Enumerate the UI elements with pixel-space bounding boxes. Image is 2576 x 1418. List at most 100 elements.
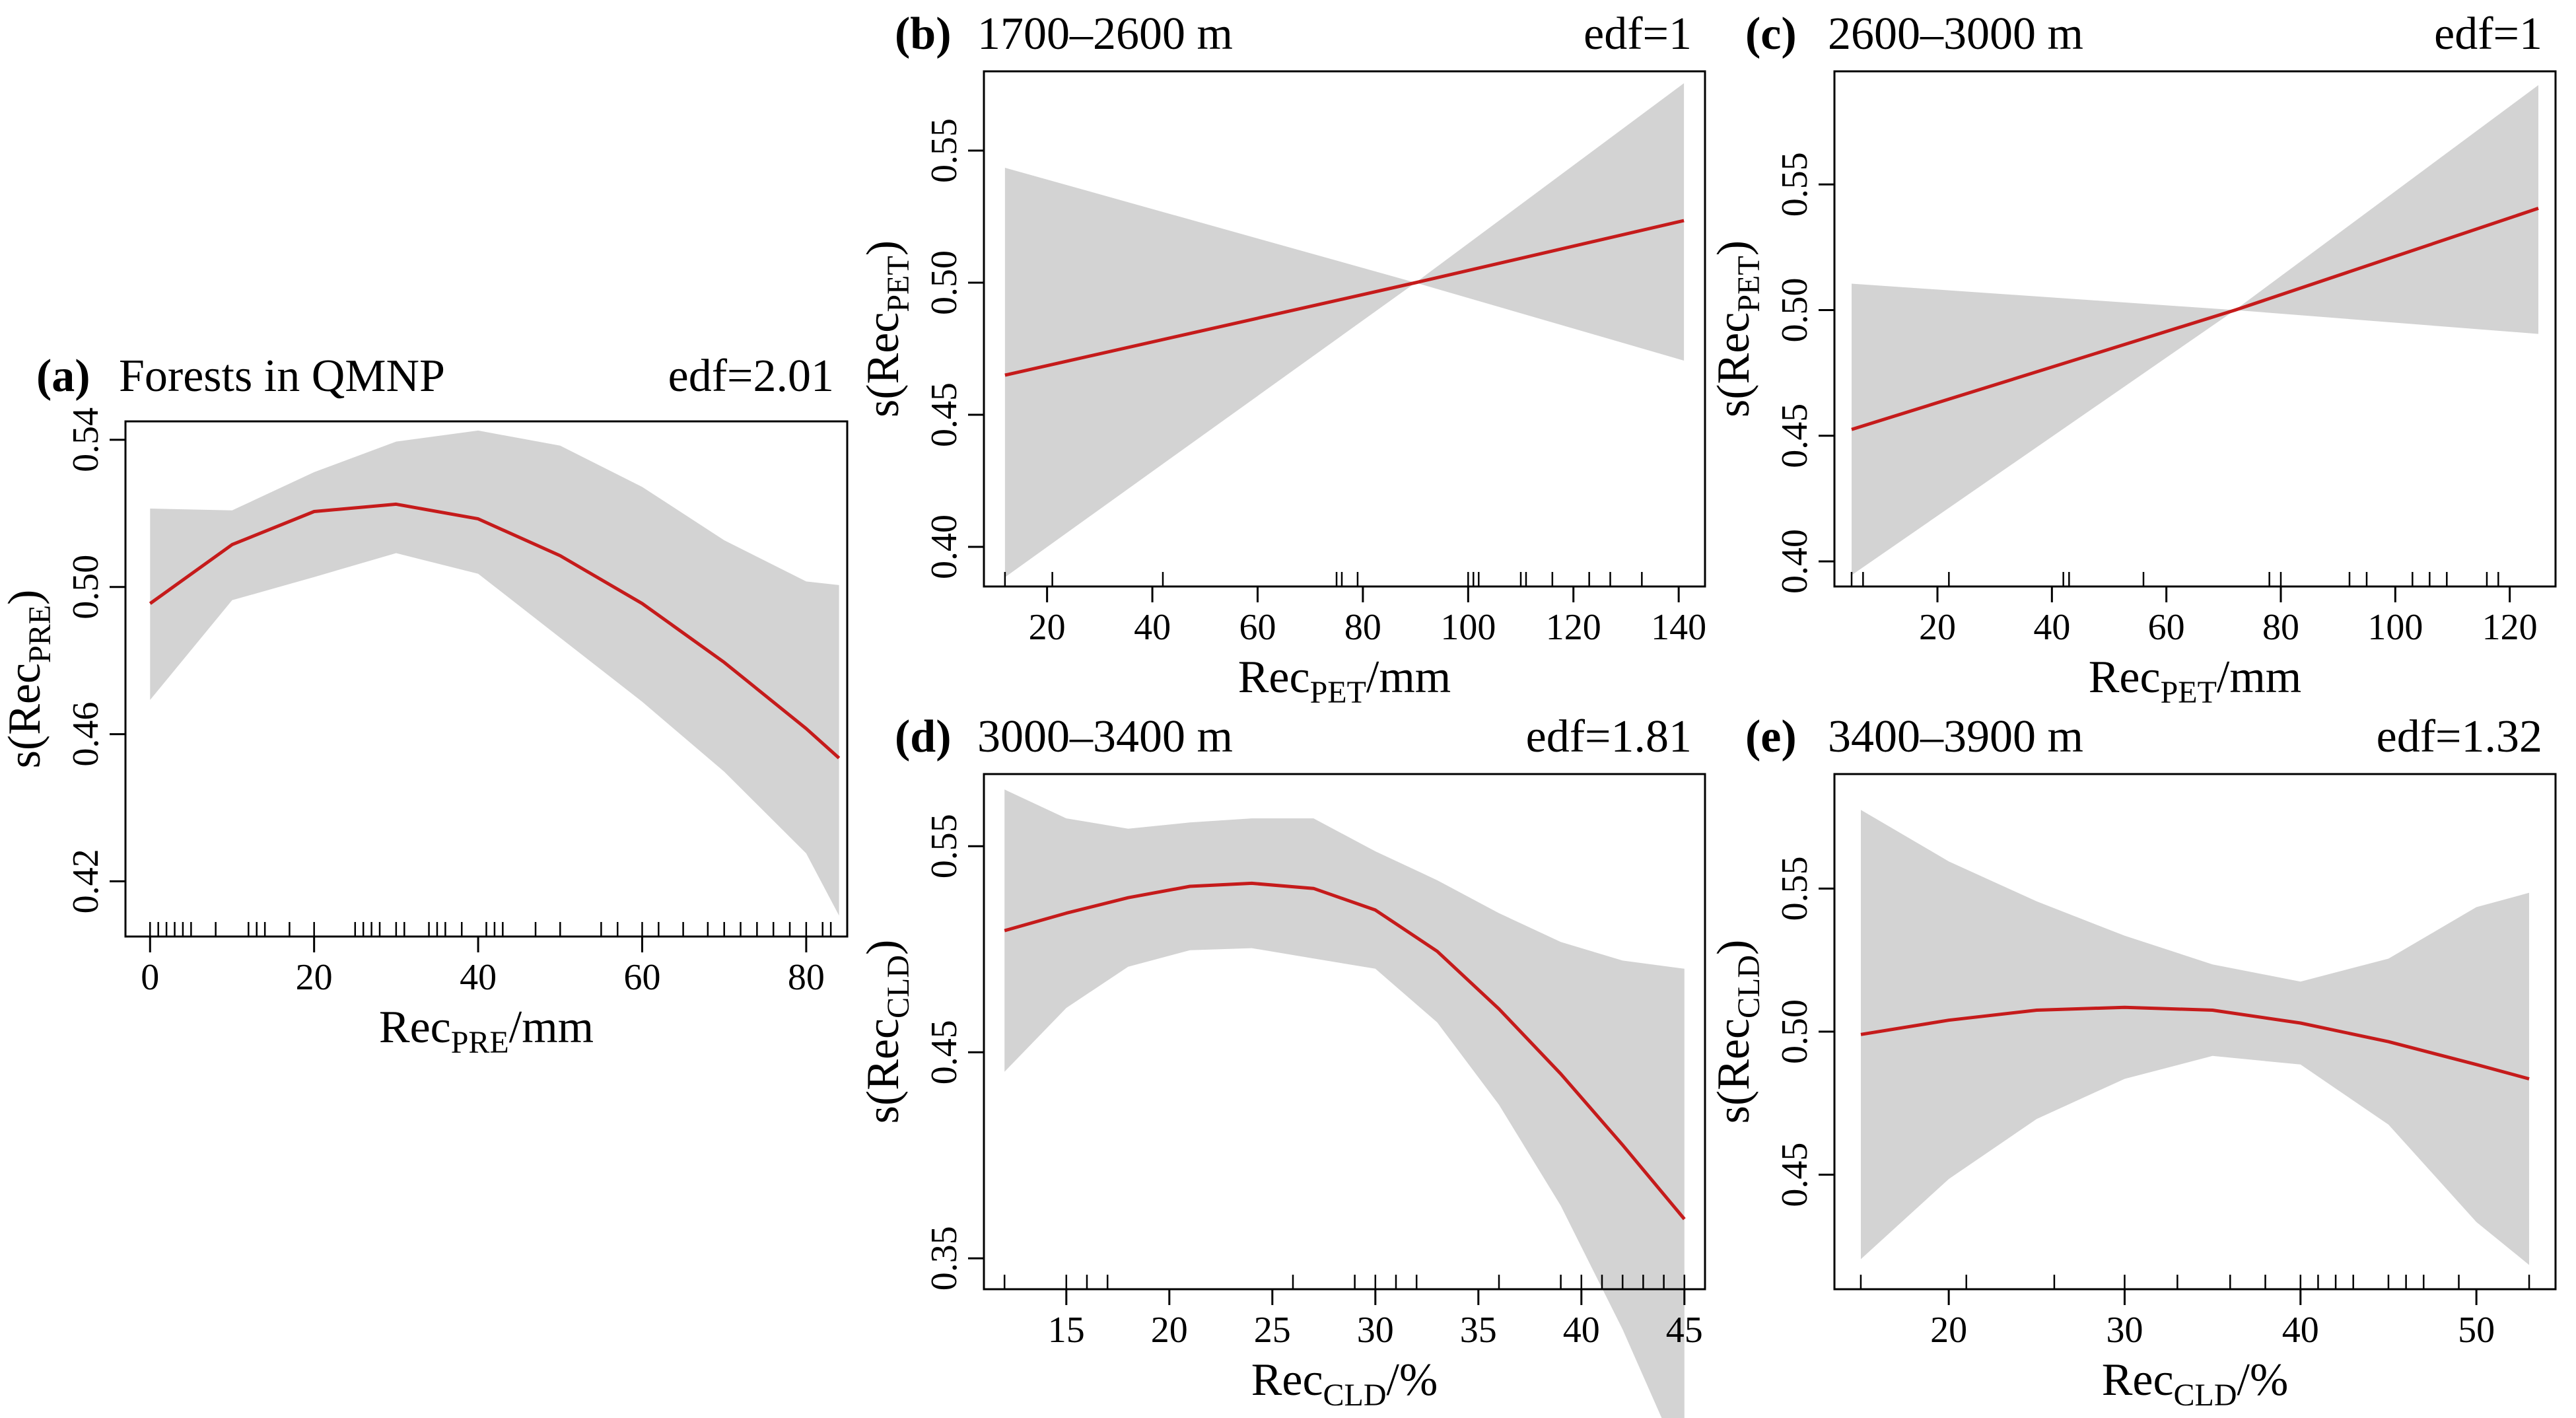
y-axis-label-tail: ) (858, 940, 909, 955)
y-axis-label: s(RecPET) (858, 240, 916, 417)
y-tick-label: 0.50 (924, 250, 965, 315)
y-tick-label: 0.40 (1774, 529, 1815, 594)
fitted-line (149, 502, 841, 760)
y-axis-label-tail: ) (1708, 240, 1759, 256)
edf-label: edf=1 (2434, 9, 2542, 59)
y-tick-label: 0.35 (924, 1226, 965, 1291)
panel-a: 0 20 40 60 80 0.42 0.46 0.50 0.54 (a) Forests in Q… (0, 351, 849, 1060)
y-axis-label: s(RecPET) (1708, 240, 1766, 417)
edf-label: edf=1.32 (2377, 711, 2542, 762)
panel-label: (c) (1745, 9, 1797, 59)
fitted-line (1004, 881, 1686, 1221)
panel-label: (b) (895, 9, 952, 59)
x-tick-label: 80 (1344, 607, 1381, 648)
x-tick-label: 100 (1440, 607, 1496, 648)
x-tick-label: 120 (2482, 607, 2538, 648)
x-tick-label: 20 (1029, 607, 1066, 648)
x-tick-label: 60 (2148, 607, 2185, 648)
plot-frame (1833, 70, 2557, 588)
x-tick-label: 35 (1460, 1310, 1497, 1351)
fitted-line (1860, 1005, 2530, 1081)
y-tick-label: 0.42 (65, 849, 106, 913)
x-tick-label: 40 (2033, 607, 2070, 648)
y-axis-label-main: s(Rec (858, 1018, 909, 1123)
x-axis-label-subscript: CLD (2174, 1378, 2237, 1413)
confidence-band (1852, 85, 2538, 575)
x-axis-label-main: Rec (379, 1002, 451, 1053)
x-axis-label-subscript: CLD (1323, 1378, 1387, 1413)
y-axis-label-main: s(Rec (0, 663, 50, 768)
y-axis-label-main: s(Rec (1708, 312, 1759, 417)
x-tick-label: 60 (623, 957, 660, 998)
x-axis-label-main: Rec (2089, 652, 2161, 703)
y-axis-label-tail: ) (0, 590, 50, 605)
y-axis-label-subscript: CLD (1731, 955, 1766, 1018)
fitted-line (1004, 219, 1685, 377)
x-axis-label-tail: /% (2237, 1355, 2289, 1405)
x-axis-label: RecPET/mm (2089, 652, 2302, 710)
x-tick-label: 140 (1651, 607, 1706, 648)
x-axis-label-subscript: PRE (451, 1025, 509, 1060)
x-tick-label: 40 (460, 957, 497, 998)
y-tick-label: 0.50 (1774, 277, 1815, 342)
y-tick-label: 0.55 (924, 118, 965, 183)
y-tick-label: 0.45 (924, 1020, 965, 1084)
x-tick-label: 80 (788, 957, 825, 998)
x-axis-label-tail: /mm (2217, 652, 2301, 703)
x-tick-label: 20 (1151, 1310, 1188, 1351)
x-tick-label: 50 (2458, 1310, 2495, 1351)
x-tick-label: 20 (1919, 607, 1956, 648)
panel-label: (d) (895, 711, 952, 762)
y-axis-label: s(RecPRE) (0, 590, 57, 769)
panel-c: 20 40 60 80 100 120 0.40 0.45 0.50 0.55 (c) 2600–30… (1708, 9, 2557, 710)
x-tick-label: 30 (2106, 1310, 2143, 1351)
panel-label: (e) (1745, 711, 1797, 762)
edf-label: edf=1.81 (1526, 711, 1692, 762)
x-tick-label: 25 (1254, 1310, 1291, 1351)
confidence-band (150, 430, 839, 916)
x-axis-label: RecCLD/% (2102, 1355, 2289, 1413)
panel-b: 20 40 60 80 100 120 140 0.40 0.45 0.50 0.55 (b) 1700… (858, 9, 1706, 710)
y-tick-label: 0.50 (1774, 999, 1815, 1064)
panel-title: 1700–2600 m (977, 9, 1233, 59)
confidence-band (1004, 789, 1685, 1418)
y-axis-label-subscript: CLD (881, 955, 916, 1018)
x-axis-label: RecPRE/mm (379, 1002, 594, 1060)
x-axis-label-tail: /mm (1366, 652, 1451, 703)
x-tick-label: 0 (141, 957, 159, 998)
x-tick-label: 80 (2262, 607, 2299, 648)
x-tick-label: 120 (1546, 607, 1601, 648)
x-tick-label: 40 (1134, 607, 1171, 648)
y-axis-label: s(RecCLD) (858, 940, 916, 1124)
fitted-line (1851, 207, 2539, 431)
y-axis-label-subscript: PET (881, 256, 916, 312)
x-axis-label: RecPET/mm (1238, 652, 1451, 710)
x-tick-label: 40 (1563, 1310, 1600, 1351)
x-tick-label: 15 (1048, 1310, 1085, 1351)
y-tick-label: 0.45 (924, 382, 965, 447)
panel-d: 15 20 25 30 35 40 45 0.35 0.45 0.55 (d) 3000–3400 m… (858, 711, 1706, 1418)
plot-frame (983, 70, 1706, 588)
y-tick-label: 0.40 (924, 514, 965, 579)
y-axis-label-main: s(Rec (1708, 1018, 1759, 1123)
y-tick-label: 0.55 (1774, 856, 1815, 921)
y-axis-label-subscript: PET (1731, 256, 1766, 312)
y-tick-label: 0.54 (65, 408, 106, 472)
x-axis-label-tail: /mm (509, 1002, 594, 1053)
edf-label: edf=2.01 (668, 351, 834, 402)
x-tick-label: 100 (2367, 607, 2423, 648)
x-axis-label-main: Rec (1251, 1355, 1323, 1405)
x-axis-label-tail: /% (1387, 1355, 1438, 1405)
x-tick-label: 40 (2282, 1310, 2319, 1351)
y-axis-label: s(RecCLD) (1708, 940, 1766, 1124)
y-axis-label-main: s(Rec (858, 312, 909, 417)
y-axis-label-tail: ) (858, 240, 909, 256)
panel-label: (a) (36, 351, 90, 402)
x-tick-label: 30 (1357, 1310, 1394, 1351)
y-tick-label: 0.55 (1774, 152, 1815, 217)
y-axis-label-tail: ) (1708, 940, 1759, 955)
x-axis-label-main: Rec (2102, 1355, 2174, 1405)
y-axis-label-subscript: PRE (22, 605, 57, 663)
